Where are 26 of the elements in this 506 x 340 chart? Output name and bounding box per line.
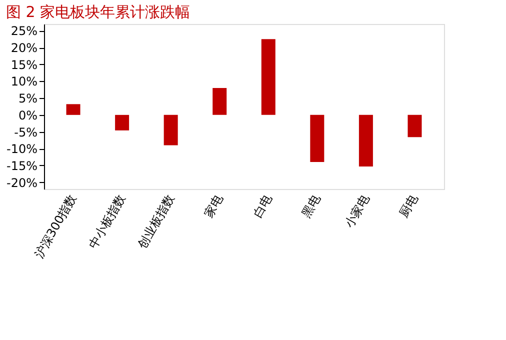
y-tick-label: -15% — [6, 158, 38, 173]
bar — [261, 39, 276, 115]
y-tick-label: -10% — [6, 142, 38, 156]
x-tick-label: 黑电 — [299, 192, 324, 220]
x-tick-label: 白电 — [250, 192, 274, 220]
x-tick-label: 创业板指数 — [134, 192, 177, 251]
bar — [66, 104, 80, 115]
bar — [310, 114, 324, 162]
chart-title: 图 2 家电板块年累计涨跌幅 — [6, 3, 190, 21]
y-tick-label: 5% — [18, 92, 38, 106]
x-tick-label: 家电 — [202, 192, 226, 220]
y-tick-label: 15% — [10, 58, 38, 72]
x-tick-label: 中小板指数 — [86, 192, 128, 251]
y-tick-label: -5% — [14, 125, 38, 140]
bar — [115, 114, 130, 130]
bar — [358, 114, 373, 166]
y-tick-label: -20% — [6, 176, 38, 190]
x-tick-label: 厨电 — [396, 192, 421, 220]
y-tick-label: 0% — [18, 108, 38, 122]
bar — [164, 114, 178, 146]
y-tick-label: 25% — [10, 24, 38, 38]
x-tick-label: 小家电 — [342, 192, 372, 230]
bar — [408, 114, 422, 138]
y-tick-label: 10% — [10, 74, 38, 89]
y-tick-label: 20% — [10, 41, 38, 56]
bar — [212, 88, 227, 115]
